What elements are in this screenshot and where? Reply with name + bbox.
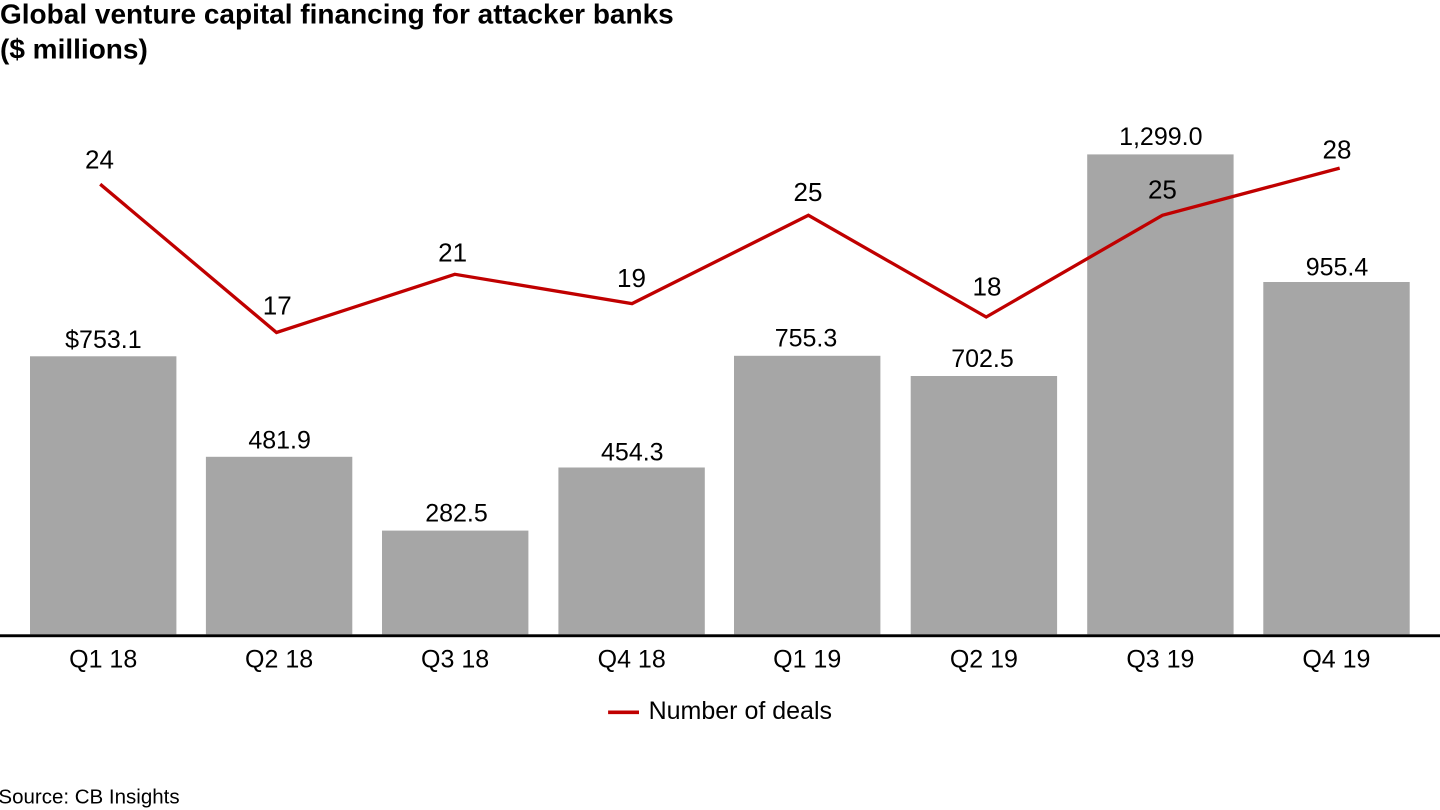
svg-text:702.5: 702.5 xyxy=(951,345,1014,373)
svg-text:Global venture capital financi: Global venture capital financing for att… xyxy=(0,0,674,30)
svg-text:755.3: 755.3 xyxy=(775,325,838,353)
svg-text:1,299.0: 1,299.0 xyxy=(1119,123,1202,151)
svg-text:28: 28 xyxy=(1323,134,1352,164)
svg-text:955.4: 955.4 xyxy=(1306,254,1369,282)
svg-text:21: 21 xyxy=(438,238,467,268)
svg-text:25: 25 xyxy=(794,177,823,207)
svg-text:Q3 18: Q3 18 xyxy=(421,646,489,674)
svg-text:$753.1: $753.1 xyxy=(65,326,141,354)
svg-text:($ millions): ($ millions) xyxy=(0,33,148,64)
svg-text:24: 24 xyxy=(85,145,114,175)
svg-text:Q4 19: Q4 19 xyxy=(1302,646,1370,674)
svg-text:Q2 19: Q2 19 xyxy=(950,646,1018,674)
svg-text:Number of deals: Number of deals xyxy=(649,697,832,725)
svg-text:Q3 19: Q3 19 xyxy=(1126,646,1194,674)
svg-text:Source: CB Insights: Source: CB Insights xyxy=(0,786,180,809)
svg-text:25: 25 xyxy=(1148,175,1177,205)
svg-text:17: 17 xyxy=(263,291,292,321)
svg-text:Q1 19: Q1 19 xyxy=(773,646,841,674)
svg-text:454.3: 454.3 xyxy=(601,439,664,467)
svg-text:282.5: 282.5 xyxy=(425,500,488,528)
svg-text:Q4 18: Q4 18 xyxy=(598,646,666,674)
svg-text:19: 19 xyxy=(617,263,646,293)
svg-text:481.9: 481.9 xyxy=(248,427,311,455)
svg-text:Q2 18: Q2 18 xyxy=(245,646,313,674)
svg-text:Q1 18: Q1 18 xyxy=(69,646,137,674)
svg-text:18: 18 xyxy=(973,272,1002,302)
